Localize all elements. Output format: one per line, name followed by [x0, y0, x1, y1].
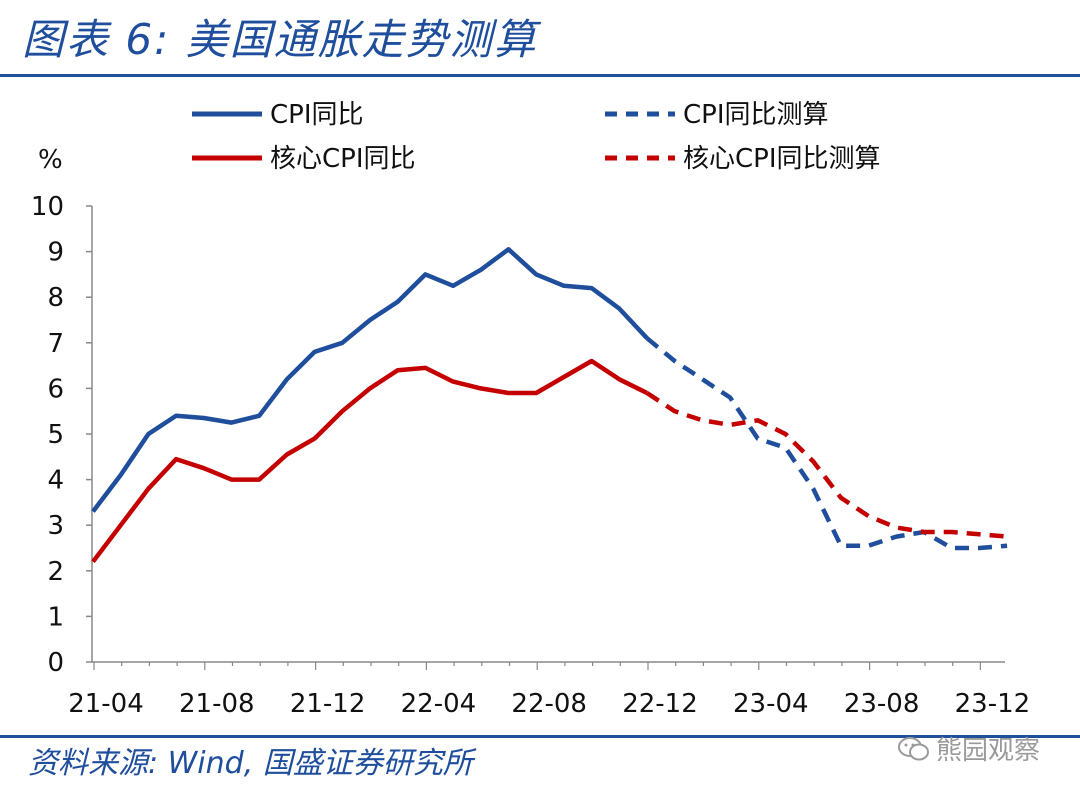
wechat-icon: [898, 736, 929, 760]
y-axis-unit-label: %: [38, 145, 63, 175]
x-tick-label: 23-04: [733, 689, 809, 719]
x-tick-label: 22-04: [401, 689, 477, 719]
series-line-core-cpi: [91, 358, 648, 564]
x-tick-label: 21-12: [290, 689, 366, 719]
y-tick-label: 10: [31, 192, 64, 222]
series-layer: [91, 247, 1008, 564]
legend-label-core: 核心CPI同比: [270, 144, 416, 174]
x-axis: 21-04 21-08 21-12 22-04 22-08 22-12 23-04 23-08…: [68, 661, 1031, 719]
y-tick-label: 4: [47, 466, 64, 496]
footer-divider: [0, 735, 1080, 738]
legend-label-core-forecast: 核心CPI同比测算: [683, 144, 881, 174]
title-divider: [0, 74, 1080, 77]
line-chart: CPI同比 CPI同比测算 核心CPI同比 核心CPI同比测算 % 0 1 2 3 4 5…: [31, 100, 1031, 719]
legend: CPI同比 CPI同比测算 核心CPI同比 核心CPI同比测算: [192, 100, 881, 174]
series-line-forecast-cpi: [645, 336, 1008, 551]
chart-title: 图表 6: 美国通胀走势测算: [22, 15, 538, 64]
y-tick-label: 5: [47, 420, 64, 450]
series-line-forecast-core-cpi: [645, 391, 1008, 539]
x-tick-label: 21-04: [68, 689, 144, 719]
series-line-cpi: [91, 247, 649, 513]
legend-label-cpi-forecast: CPI同比测算: [683, 100, 829, 130]
x-tick-label: 23-08: [844, 689, 920, 719]
legend-label-cpi: CPI同比: [270, 100, 364, 130]
y-axis: 0 1 2 3 4 5 6 7 8 9 10: [31, 192, 93, 678]
y-tick-label: 8: [47, 283, 64, 313]
x-tick-label: 22-08: [511, 689, 587, 719]
y-tick-label: 7: [47, 329, 64, 359]
x-tick-label: 21-08: [179, 689, 255, 719]
y-tick-label: 9: [47, 238, 64, 268]
watermark-text: 熊园观察: [936, 736, 1041, 766]
x-tick-label: 22-12: [622, 689, 698, 719]
x-tick-label: 23-12: [955, 689, 1031, 719]
y-tick-label: 2: [47, 557, 64, 587]
source-note: 资料来源: Wind, 国盛证券研究所: [28, 746, 473, 781]
y-tick-label: 3: [47, 511, 64, 541]
y-tick-label: 6: [47, 374, 64, 404]
y-tick-label: 1: [47, 602, 64, 632]
watermark: 熊园观察: [898, 730, 1040, 767]
y-tick-label: 0: [47, 648, 64, 678]
